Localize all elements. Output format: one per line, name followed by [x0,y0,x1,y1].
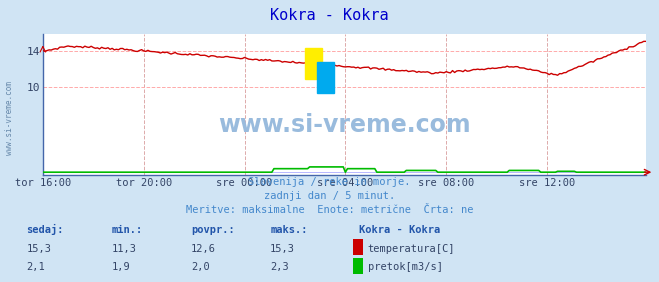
Bar [305,48,322,79]
Bar [317,62,334,93]
Text: temperatura[C]: temperatura[C] [368,244,455,254]
Text: www.si-vreme.com: www.si-vreme.com [218,113,471,138]
Text: 11,3: 11,3 [112,244,137,254]
Text: 1,9: 1,9 [112,262,130,272]
Text: min.:: min.: [112,225,143,235]
Text: 12,6: 12,6 [191,244,216,254]
Text: 2,0: 2,0 [191,262,210,272]
Text: 2,1: 2,1 [26,262,45,272]
Text: pretok[m3/s]: pretok[m3/s] [368,262,443,272]
Text: 15,3: 15,3 [270,244,295,254]
Text: 2,3: 2,3 [270,262,289,272]
Text: Slovenija / reke in morje.: Slovenija / reke in morje. [248,177,411,187]
Text: povpr.:: povpr.: [191,225,235,235]
Text: www.si-vreme.com: www.si-vreme.com [5,81,14,155]
Text: zadnji dan / 5 minut.: zadnji dan / 5 minut. [264,191,395,201]
Text: Kokra - Kokra: Kokra - Kokra [359,225,440,235]
Text: Meritve: maksimalne  Enote: metrične  Črta: ne: Meritve: maksimalne Enote: metrične Črta… [186,205,473,215]
Text: 15,3: 15,3 [26,244,51,254]
Text: maks.:: maks.: [270,225,308,235]
Text: Kokra - Kokra: Kokra - Kokra [270,8,389,23]
Text: sedaj:: sedaj: [26,224,64,235]
